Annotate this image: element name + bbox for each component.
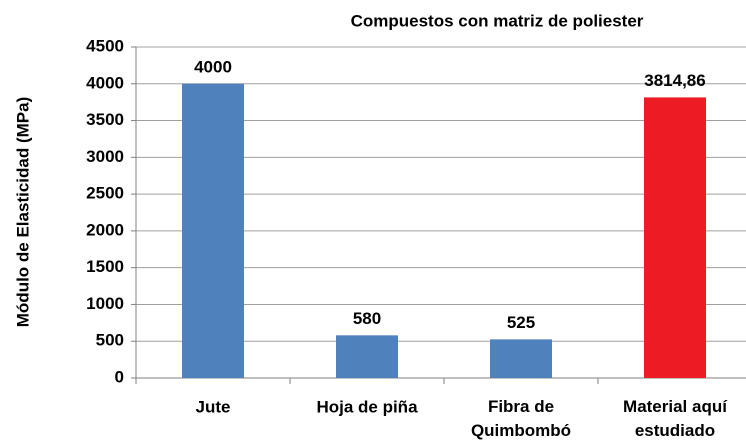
x-tick-label: Hoja de piña (316, 397, 418, 416)
y-tick-label: 4500 (86, 36, 124, 55)
y-tick-label: 3000 (86, 147, 124, 166)
y-tick-label: 1000 (86, 294, 124, 313)
bar (182, 83, 244, 379)
y-tick-label: 2500 (86, 184, 124, 203)
value-label: 3814,86 (644, 71, 705, 90)
value-label: 580 (353, 309, 381, 328)
value-label: 525 (507, 313, 535, 332)
bar (644, 97, 706, 379)
y-tick-label: 500 (96, 331, 124, 350)
y-tick-label: 4000 (86, 73, 124, 92)
y-tick-label: 2000 (86, 220, 124, 239)
bar (490, 339, 552, 378)
x-tick-label: Material aquí estudiado (623, 397, 728, 440)
y-tick-label: 0 (115, 367, 124, 386)
chart-title: Compuestos con matriz de poliester (351, 11, 644, 30)
value-label: 4000 (194, 57, 232, 76)
y-tick-label: 3500 (86, 110, 124, 129)
y-axis-label: Módulo de Elasticidad (MPa) (13, 97, 32, 327)
x-tick-label: Jute (196, 397, 231, 416)
bar (336, 335, 398, 378)
x-tick-label: Fibra de Quimbombó (471, 397, 571, 440)
y-tick-label: 1500 (86, 257, 124, 276)
